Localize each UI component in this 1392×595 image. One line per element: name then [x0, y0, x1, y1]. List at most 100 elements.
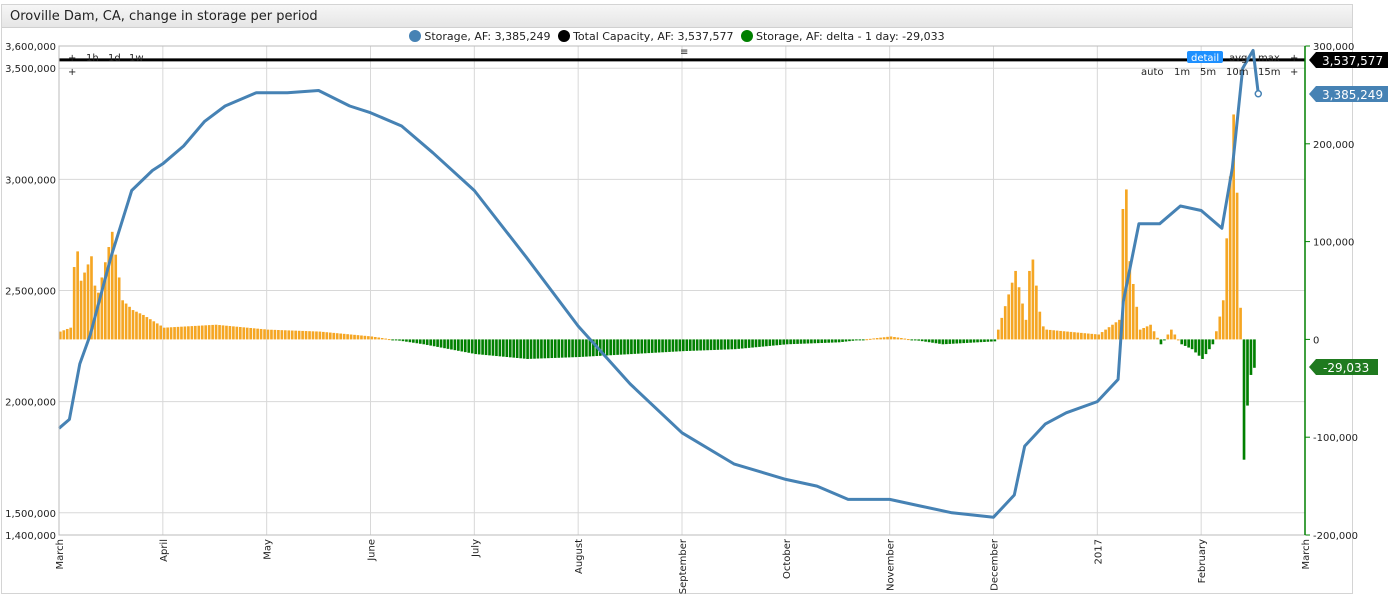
delta-bar-negative: [481, 339, 484, 355]
delta-bar-negative: [654, 339, 657, 353]
delta-bar-positive: [1128, 261, 1132, 340]
delta-bar-positive: [1170, 329, 1173, 340]
delta-bar-positive: [1062, 331, 1066, 340]
delta-bar-positive: [124, 303, 128, 340]
delta-bar-positive: [1048, 329, 1052, 340]
delta-bar-negative: [425, 339, 429, 345]
delta-bar-positive: [353, 334, 356, 340]
interval-auto-button[interactable]: auto: [1141, 67, 1164, 78]
delta-bar-negative: [612, 339, 616, 356]
left-tick-label: 1,400,000: [5, 531, 56, 542]
delta-bar-positive: [308, 331, 311, 340]
delta-bar-positive: [232, 326, 235, 340]
delta-bar-negative: [470, 339, 474, 354]
delta-bar-negative: [547, 339, 550, 359]
delta-bar-positive: [315, 331, 318, 340]
delta-bar-negative: [491, 339, 495, 356]
delta-bar-positive: [204, 325, 208, 340]
right-tick-label: 100,000: [1313, 238, 1354, 249]
legend-item-capacity[interactable]: Total Capacity, AF: 3,537,577: [558, 30, 734, 43]
interval-1m-button[interactable]: 1m: [1174, 67, 1190, 78]
delta-bar-negative: [643, 339, 647, 354]
delta-bar-positive: [1138, 329, 1142, 340]
delta-bar-positive: [370, 336, 374, 340]
delta-bar-negative: [495, 339, 498, 357]
right-tick-label: 300,000: [1313, 42, 1354, 53]
delta-bar-positive: [1066, 331, 1069, 340]
delta-bar-positive: [238, 327, 242, 340]
delta-bar-positive: [117, 277, 121, 340]
delta-bar-negative: [834, 339, 837, 343]
legend-item-storage[interactable]: Storage, AF: 3,385,249: [409, 30, 551, 43]
delta-bar-negative: [685, 339, 689, 352]
delta-bar-positive: [322, 331, 325, 340]
delta-bar-negative: [446, 339, 450, 349]
range-1w-control[interactable]: 1w: [129, 53, 144, 64]
delta-bar-negative: [771, 339, 775, 346]
delta-bar-negative: [910, 339, 914, 341]
delta-bar-negative: [450, 339, 453, 350]
delta-bar-positive: [242, 327, 246, 340]
delta-bar-negative: [920, 339, 924, 342]
delta-bar-negative: [1242, 339, 1246, 460]
zoom-in-control[interactable]: +: [68, 53, 76, 64]
x-tick-label: December: [990, 538, 1001, 591]
storage-line: [58, 48, 1260, 519]
zoom-in-2-control[interactable]: +: [68, 67, 76, 78]
storage-last-point: [1254, 89, 1263, 98]
delta-bar-positive: [373, 336, 377, 340]
range-1d-control[interactable]: 1d: [108, 53, 121, 64]
menu-toggle-icon[interactable]: ≡: [680, 47, 688, 58]
delta-bar-positive: [387, 339, 391, 341]
avg-button[interactable]: avg: [1229, 53, 1247, 64]
delta-bar-positive: [1142, 327, 1145, 340]
delta-bar-negative: [938, 339, 941, 344]
delta-bar-positive: [166, 327, 169, 340]
widget-title: Oroville Dam, CA, change in storage per …: [10, 9, 318, 24]
left-tick-label: 3,000,000: [5, 175, 56, 186]
delta-bar-negative: [955, 339, 959, 344]
delta-bar-positive: [190, 326, 194, 340]
delta-bar-negative: [439, 339, 443, 348]
delta-bar-positive: [200, 325, 204, 340]
delta-bar-positive: [162, 327, 166, 340]
delta-bar-positive: [273, 329, 277, 340]
delta-bar-positive: [128, 306, 131, 340]
delta-bar-negative: [626, 339, 630, 355]
delta-bar-negative: [820, 339, 824, 343]
delta-bar-positive: [62, 330, 66, 340]
max-button[interactable]: max: [1258, 53, 1280, 64]
interval-15m-button[interactable]: 15m: [1258, 67, 1280, 78]
right-plus-2-button[interactable]: +: [1290, 67, 1298, 78]
delta-bar-positive: [270, 329, 273, 340]
delta-bar-negative: [1159, 339, 1163, 345]
right-plus-button[interactable]: +: [1290, 53, 1298, 64]
delta-bar-positive: [103, 262, 107, 340]
delta-bar-positive: [79, 280, 83, 340]
delta-bar-negative: [931, 339, 934, 343]
range-1h-control[interactable]: 1h: [86, 53, 99, 64]
delta-bar-positive: [187, 326, 190, 340]
delta-bar-negative: [477, 339, 481, 355]
delta-bar-positive: [183, 326, 187, 340]
delta-bar-positive: [906, 339, 910, 341]
delta-bar-negative: [816, 339, 820, 344]
delta-bar-positive: [893, 336, 896, 340]
delta-bar-negative: [785, 339, 789, 345]
delta-bar-positive: [235, 326, 239, 340]
interval-10m-button[interactable]: 10m: [1226, 67, 1248, 78]
delta-bar-negative: [675, 339, 678, 352]
delta-bar-positive: [1069, 331, 1073, 340]
detail-button[interactable]: detail: [1191, 53, 1219, 64]
delta-bar-positive: [142, 314, 145, 340]
legend-item-delta[interactable]: Storage, AF: delta - 1 day: -29,033: [741, 30, 945, 43]
delta-bar-negative: [723, 339, 727, 350]
interval-5m-button[interactable]: 5m: [1200, 67, 1216, 78]
detail-button-bg[interactable]: [1187, 51, 1223, 63]
delta-bar-negative: [637, 339, 640, 354]
delta-bar-positive: [193, 325, 197, 340]
delta-bar-positive: [889, 336, 893, 340]
delta-bar-negative: [415, 339, 419, 344]
right-tick-label: 0: [1313, 335, 1319, 346]
delta-bar-positive: [1000, 317, 1004, 340]
